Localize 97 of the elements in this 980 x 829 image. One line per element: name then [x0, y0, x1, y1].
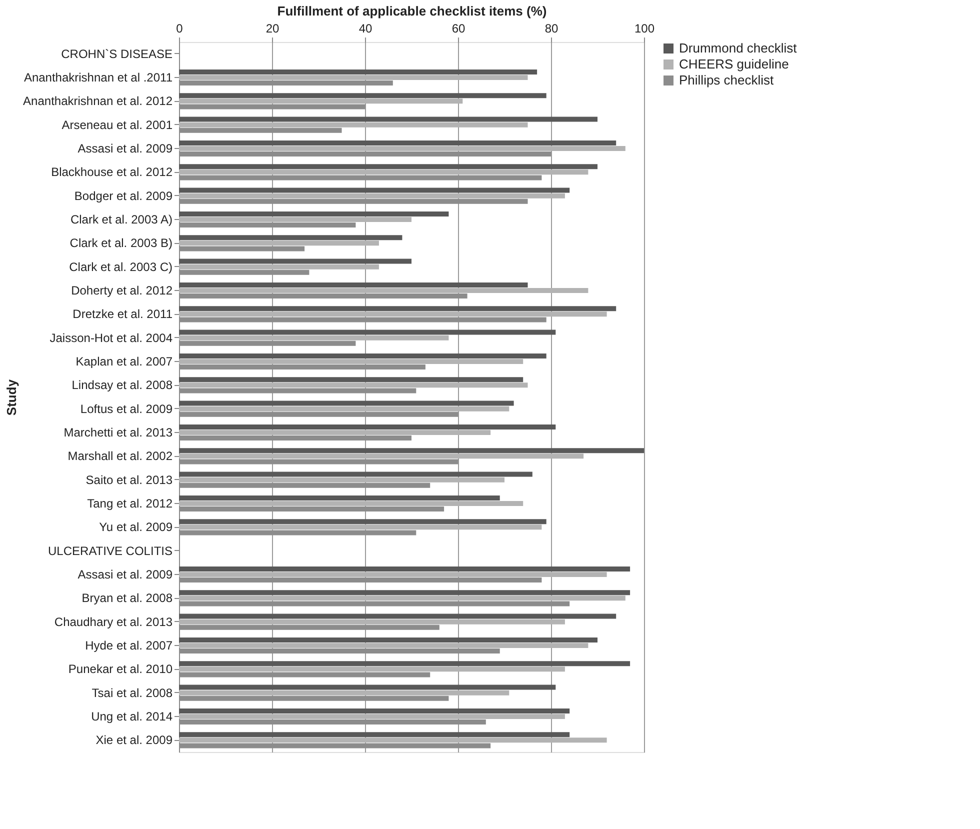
bar	[179, 524, 542, 530]
x-tick-label: 80	[544, 22, 558, 36]
bar	[179, 454, 584, 459]
bar	[179, 666, 565, 672]
bar	[179, 98, 463, 104]
bar	[179, 738, 607, 743]
bar	[179, 477, 504, 482]
bar	[179, 335, 449, 340]
y-tick-label: Blackhouse et al. 2012	[51, 165, 173, 180]
bar	[179, 406, 510, 412]
bar	[179, 146, 626, 151]
y-tick-label: Tang et al. 2012	[87, 496, 173, 510]
bar	[179, 211, 449, 216]
bar	[179, 448, 644, 454]
bar	[179, 714, 565, 719]
x-tick-label: 100	[634, 22, 655, 36]
y-tick-label: Marchetti et al. 2013	[64, 426, 173, 440]
y-tick-label: Assasi et al. 2009	[78, 142, 173, 156]
bar	[179, 643, 588, 648]
y-tick-label: Jaisson-Hot et al. 2004	[50, 330, 173, 345]
bar	[179, 240, 379, 246]
bar	[179, 596, 626, 601]
bar	[179, 75, 528, 80]
bar	[179, 377, 524, 382]
y-tick-label: Bodger et al. 2009	[74, 188, 173, 203]
bar	[179, 235, 402, 240]
bar	[179, 140, 616, 146]
y-tick-label: Ananthakrishnan et al .2011	[24, 70, 173, 84]
y-tick-label: Doherty et al. 2012	[71, 284, 173, 298]
bar	[179, 590, 630, 596]
legend-label: Drummond checklist	[679, 40, 798, 56]
y-tick-label: Ung et al. 2014	[91, 710, 173, 724]
y-tick-label: Loftus et al. 2009	[80, 402, 173, 416]
y-tick-label: Chaudhary et al. 2013	[54, 614, 173, 629]
bar	[179, 264, 379, 270]
bar	[179, 501, 524, 506]
bar	[179, 258, 412, 264]
y-tick-label: Assasi et al. 2009	[78, 568, 173, 582]
y-tick-label: Dretzke et al. 2011	[72, 307, 173, 322]
bar	[179, 170, 588, 175]
bar	[179, 572, 607, 577]
bar	[179, 684, 556, 690]
bar	[179, 708, 570, 714]
bar	[179, 312, 607, 317]
bar	[179, 614, 616, 619]
y-tick-label: Ananthakrishnan et al. 2012	[23, 94, 173, 108]
bar	[179, 732, 570, 738]
y-tick-label: Hyde et al. 2007	[85, 638, 173, 652]
bar	[179, 193, 565, 198]
bar	[179, 93, 546, 98]
legend-label: Phillips checklist	[679, 72, 774, 88]
bar	[179, 359, 524, 364]
y-tick-label: Clark et al. 2003 A)	[70, 212, 172, 226]
bar	[179, 619, 565, 624]
bar	[179, 382, 528, 388]
bar	[179, 424, 556, 430]
bar	[179, 519, 546, 524]
y-tick-label: Clark et al. 2003 C)	[69, 260, 172, 274]
bar	[179, 495, 500, 500]
x-tick-label: 60	[452, 22, 466, 36]
y-tick-label: Kaplan et al. 2007	[76, 354, 173, 368]
bar	[179, 400, 514, 406]
bar	[179, 164, 598, 170]
bar	[179, 472, 532, 477]
y-tick-label: Tsai et al. 2008	[92, 686, 173, 700]
y-tick-label: CROHN`S DISEASE	[61, 46, 172, 61]
y-tick-label: Punekar et al. 2010	[68, 662, 173, 676]
y-axis-title: Study	[4, 378, 20, 416]
y-tick-label: Clark et al. 2003 B)	[70, 236, 172, 250]
x-tick-label: 20	[266, 22, 280, 36]
y-tick-label: Lindsay et al. 2008	[72, 378, 173, 392]
bar	[179, 188, 570, 193]
y-tick-label: Arseneau et al. 2001	[62, 118, 173, 132]
bar	[179, 353, 546, 358]
legend-label: CHEERS guideline	[679, 56, 789, 72]
bar	[179, 306, 616, 312]
x-tick-label: 0	[176, 22, 184, 36]
bar	[179, 637, 598, 642]
y-tick-label: Xie et al. 2009	[96, 733, 173, 748]
x-axis-title: Fulfillment of applicable checklist items (%)	[277, 4, 547, 18]
bar	[179, 69, 538, 74]
bar	[179, 116, 598, 122]
bar	[179, 122, 528, 128]
bar	[179, 661, 630, 666]
bar	[179, 217, 412, 222]
bar	[179, 282, 528, 288]
bar	[179, 330, 556, 335]
y-tick-label: ULCERATIVE COLITIS	[48, 544, 172, 558]
bar	[179, 288, 588, 293]
x-tick-label: 40	[358, 22, 372, 36]
y-tick-label: Marshall et al. 2002	[68, 449, 173, 464]
y-tick-label: Bryan et al. 2008	[82, 591, 173, 606]
y-tick-label: Yu et al. 2009	[99, 520, 173, 534]
bar	[179, 430, 491, 435]
bar	[179, 566, 630, 572]
y-tick-label: Saito et al. 2013	[86, 472, 173, 487]
bar	[179, 690, 510, 696]
